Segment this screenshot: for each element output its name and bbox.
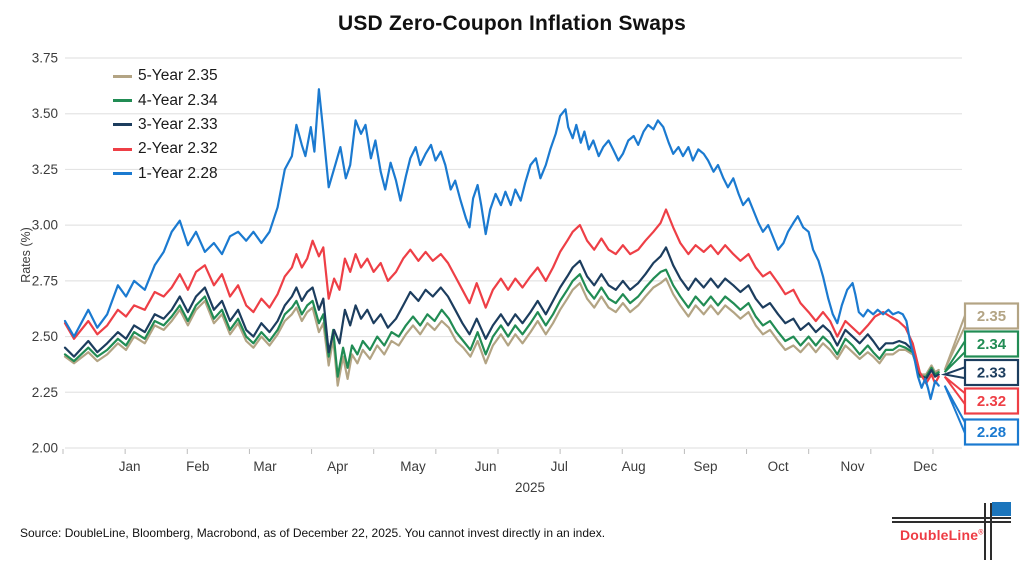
chart-title: USD Zero-Coupon Inflation Swaps bbox=[337, 12, 687, 35]
legend-label-5-year: 5-Year 2.35 bbox=[138, 67, 218, 85]
callout-value-2-year: 2.32 bbox=[977, 393, 1006, 410]
series-line-2-year bbox=[63, 208, 940, 385]
callout-box-1-year bbox=[963, 418, 1020, 446]
y-tick-label: 2.50 bbox=[32, 329, 58, 344]
callout-value-4-year: 2.34 bbox=[977, 336, 1007, 353]
legend-swatch-4-year bbox=[113, 99, 132, 103]
y-tick-label: 2.00 bbox=[32, 441, 58, 456]
y-tick-label: 2.25 bbox=[32, 385, 58, 400]
x-month-label: Dec bbox=[913, 459, 937, 474]
x-month-label: Sep bbox=[693, 459, 717, 474]
source-text: Source: DoubleLine, Bloomberg, Macrobond… bbox=[20, 526, 606, 540]
legend-item-1-year: 1-Year 2.28 bbox=[113, 162, 218, 186]
y-axis-title: Rates (%) bbox=[19, 227, 33, 283]
doubleline-logo: DoubleLine® bbox=[880, 498, 1020, 573]
series-line-3-year bbox=[63, 246, 940, 380]
x-month-label: Feb bbox=[186, 459, 209, 474]
legend-item-2-year: 2-Year 2.32 bbox=[113, 137, 218, 161]
registered-mark: ® bbox=[978, 529, 984, 537]
logo-brand-name: DoubleLine bbox=[900, 527, 979, 543]
callout-value-1-year: 2.28 bbox=[977, 424, 1006, 441]
legend-swatch-1-year bbox=[113, 172, 132, 176]
x-month-label: May bbox=[400, 459, 426, 474]
y-tick-label: 3.75 bbox=[32, 51, 58, 66]
callout-value-5-year: 2.35 bbox=[977, 308, 1006, 325]
x-month-label: Oct bbox=[768, 459, 789, 474]
legend-swatch-5-year bbox=[113, 74, 132, 78]
logo-horizontal-line bbox=[892, 517, 1011, 519]
legend-label-1-year: 1-Year 2.28 bbox=[138, 164, 218, 182]
y-tick-label: 3.50 bbox=[32, 106, 58, 121]
legend-item-5-year: 5-Year 2.35 bbox=[113, 64, 218, 88]
x-month-label: Mar bbox=[253, 459, 277, 474]
x-month-label: Aug bbox=[622, 459, 646, 474]
chart-legend: 5-Year 2.35 4-Year 2.34 3-Year 2.33 2-Year … bbox=[113, 64, 218, 186]
legend-item-4-year: 4-Year 2.34 bbox=[113, 88, 218, 112]
logo-horizontal-line bbox=[892, 521, 1011, 523]
series-line-4-year bbox=[63, 268, 940, 378]
legend-swatch-3-year bbox=[113, 123, 132, 127]
x-month-label: Nov bbox=[841, 459, 865, 474]
series-line-5-year bbox=[63, 277, 940, 387]
legend-swatch-2-year bbox=[113, 147, 132, 151]
y-tick-label: 3.25 bbox=[32, 162, 58, 177]
x-month-label: Jul bbox=[551, 459, 568, 474]
legend-item-3-year: 3-Year 2.33 bbox=[113, 113, 218, 137]
logo-blue-square bbox=[992, 502, 1011, 516]
logo-brand-text: DoubleLine® bbox=[900, 527, 984, 543]
y-tick-label: 3.00 bbox=[32, 218, 58, 233]
logo-vertical-line bbox=[990, 503, 992, 560]
callout-box-5-year bbox=[963, 302, 1020, 330]
legend-label-4-year: 4-Year 2.34 bbox=[138, 91, 218, 109]
x-month-label: Apr bbox=[327, 459, 349, 474]
legend-label-3-year: 3-Year 2.33 bbox=[138, 115, 218, 133]
logo-vertical-line bbox=[984, 503, 986, 560]
callout-box-2-year bbox=[963, 387, 1020, 415]
callout-box-3-year bbox=[963, 358, 1020, 387]
x-axis-year-label: 2025 bbox=[515, 480, 545, 495]
legend-label-2-year: 2-Year 2.32 bbox=[138, 140, 218, 158]
callout-box-4-year bbox=[963, 330, 1020, 358]
y-tick-label: 2.75 bbox=[32, 273, 58, 288]
x-month-label: Jan bbox=[119, 459, 141, 474]
x-month-label: Jun bbox=[475, 459, 497, 474]
chart-canvas: 2.00 2.25 2.50 2.75 3.00 3.25 3.50 3.75 Jan Feb Ma… bbox=[19, 51, 1020, 495]
callout-value-3-year: 2.33 bbox=[977, 365, 1006, 382]
series-line-1-year bbox=[63, 88, 940, 401]
